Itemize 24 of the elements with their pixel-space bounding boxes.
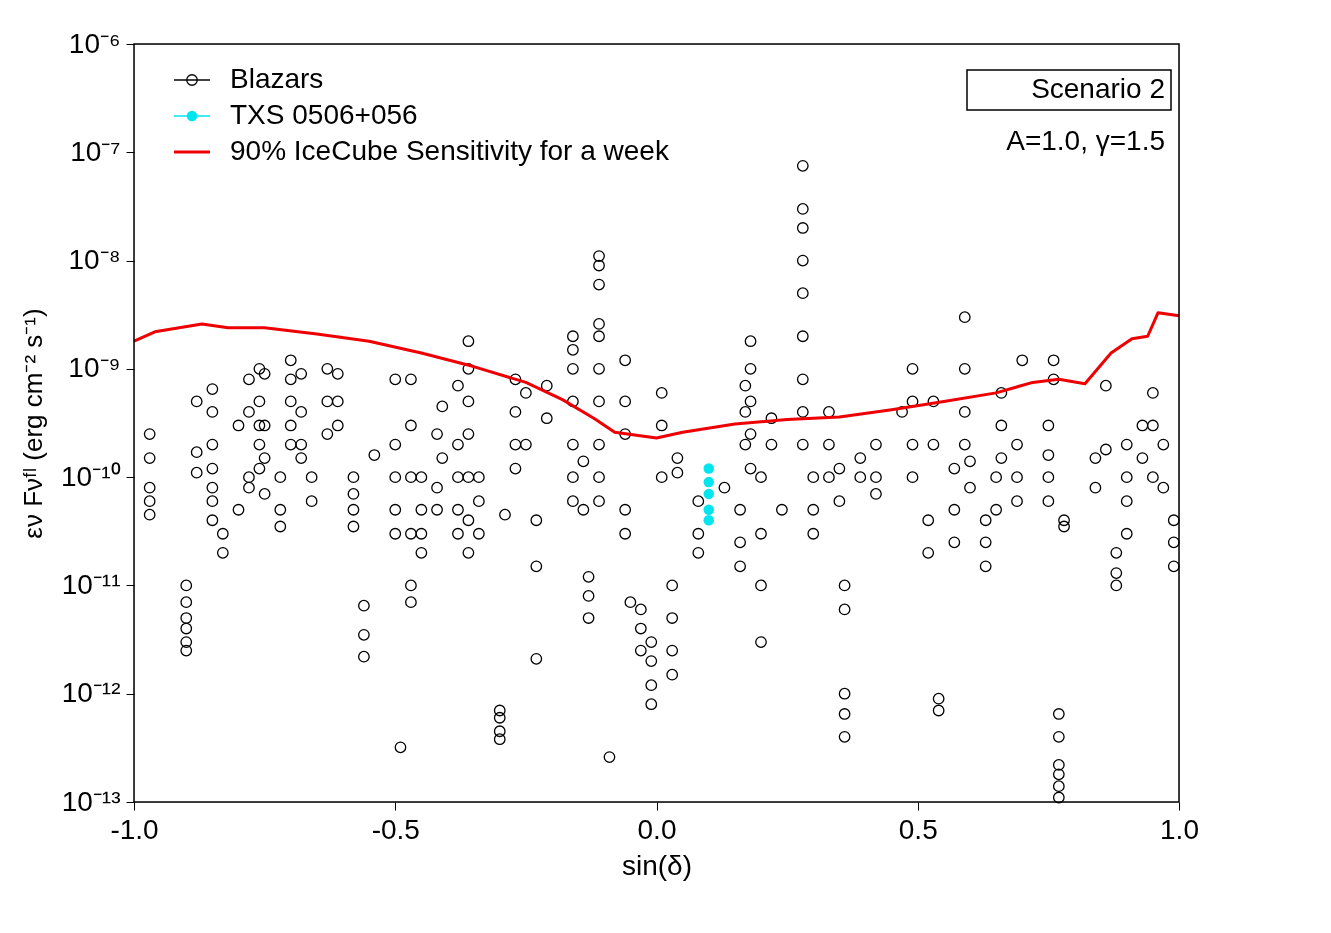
point: [703, 476, 714, 488]
x-tick-label: 1.0: [1160, 813, 1199, 845]
y-tick-label: 10⁻¹¹: [61, 568, 121, 600]
y-tick-label: 10⁻¹⁰: [61, 460, 121, 492]
line-series: [132, 311, 1181, 440]
annotation: A=1.0, γ=1.5: [1006, 125, 1165, 156]
legend-label: Blazars: [230, 63, 324, 94]
x-axis-title: sin(δ): [621, 849, 693, 881]
x-tick-label: 0.5: [898, 813, 938, 845]
y-tick-label: 10⁻⁷: [70, 135, 121, 167]
point: [703, 504, 714, 515]
x-tick-label: -0.5: [371, 813, 420, 845]
y-tick-label: 10⁻⁸: [68, 244, 121, 276]
y-tick-label: 10⁻⁶: [68, 27, 121, 59]
y-tick-label: 10⁻¹²: [61, 677, 121, 709]
legend-label: 90% IceCube Sensitivity for a week: [230, 135, 670, 166]
annotation: Scenario 2: [1031, 73, 1165, 104]
legend-label: TXS 0506+056: [230, 99, 418, 130]
x-tick-label: 0.0: [637, 813, 677, 845]
point: [703, 515, 714, 526]
y-axis-title: εν Fνᶠˡ (erg cm⁻² s⁻¹): [18, 308, 49, 539]
y-tick-label: 10⁻⁹: [68, 352, 121, 384]
point: [703, 463, 714, 474]
point: [703, 488, 714, 500]
